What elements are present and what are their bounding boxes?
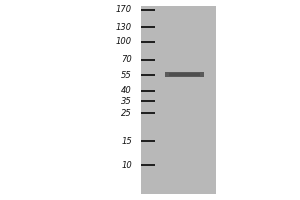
Text: 170: 170	[116, 5, 132, 15]
Bar	[165, 72, 204, 77]
Bar	[141, 6, 216, 194]
Text: 40: 40	[121, 86, 132, 95]
Text: 100: 100	[116, 38, 132, 46]
Text: 70: 70	[121, 55, 132, 64]
Text: 35: 35	[121, 97, 132, 106]
Text: 130: 130	[116, 22, 132, 31]
Text: 10: 10	[121, 160, 132, 170]
Text: 15: 15	[121, 136, 132, 146]
Text: 25: 25	[121, 108, 132, 117]
Bar	[169, 73, 200, 76]
Text: 55: 55	[121, 71, 132, 79]
